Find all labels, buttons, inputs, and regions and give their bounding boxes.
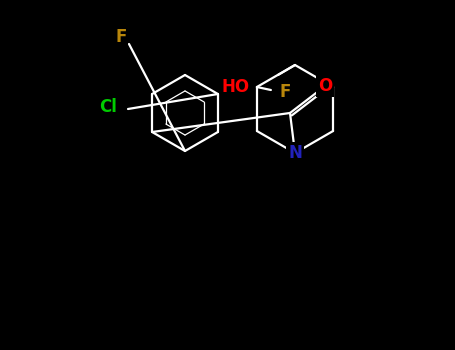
- Text: HO: HO: [222, 78, 250, 96]
- Text: F: F: [279, 83, 291, 101]
- Text: F: F: [115, 28, 126, 46]
- Text: Cl: Cl: [99, 98, 117, 116]
- Text: O: O: [318, 77, 332, 95]
- Text: N: N: [288, 144, 302, 162]
